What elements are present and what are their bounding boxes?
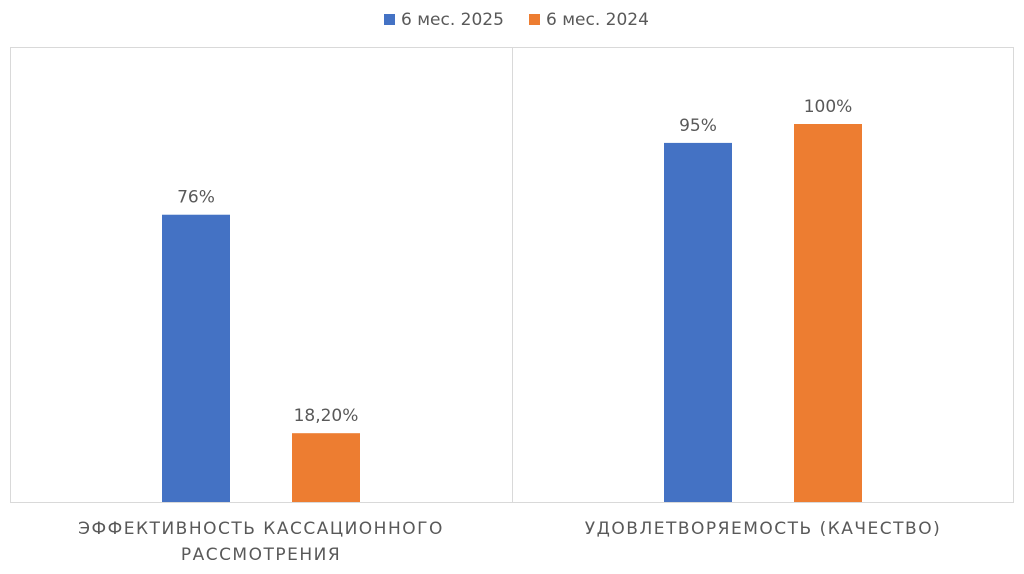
data-label: 18,20%	[294, 406, 359, 426]
bar	[664, 142, 732, 502]
legend-label: 6 мес. 2025	[401, 10, 504, 30]
legend-label: 6 мес. 2024	[546, 10, 649, 30]
x-tick-label: ЭФФЕКТИВНОСТЬ КАССАЦИОННОГО РАССМОТРЕНИЯ	[78, 519, 444, 565]
data-label: 95%	[679, 116, 717, 136]
bar	[794, 124, 862, 502]
x-tick-label: УДОВЛЕТВОРЯЕМОСТЬ (КАЧЕСТВО)	[584, 519, 942, 539]
data-label: 76%	[177, 188, 215, 208]
legend-swatch	[529, 14, 540, 25]
bar	[292, 433, 360, 502]
bar	[162, 214, 230, 502]
data-label: 100%	[804, 97, 853, 117]
legend-swatch	[384, 14, 395, 25]
